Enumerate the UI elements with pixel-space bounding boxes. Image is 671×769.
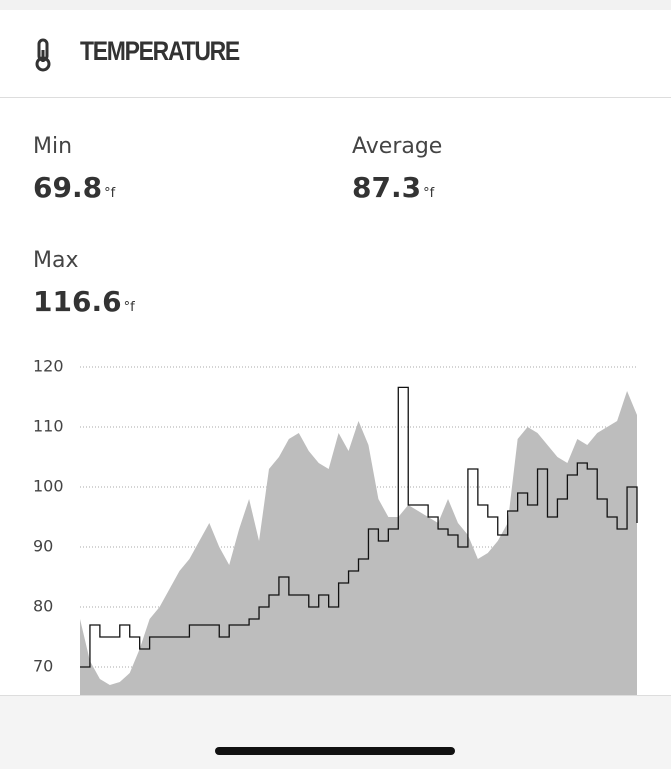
unit: °f — [123, 300, 135, 315]
y-tick-label: 90 — [33, 537, 53, 556]
area — [80, 391, 637, 697]
y-tick-label: 100 — [33, 477, 64, 496]
stat-label: Max — [33, 248, 79, 273]
thermometer-icon — [35, 38, 51, 72]
number: 87.3 — [352, 171, 422, 204]
status-strip — [0, 0, 671, 10]
stat-value: 69.8 °f — [33, 171, 115, 204]
stat-label: Average — [352, 134, 443, 159]
y-tick-label: 80 — [33, 597, 53, 616]
stat-label: Min — [33, 134, 73, 159]
unit: °f — [104, 186, 116, 201]
y-tick-label: 110 — [33, 417, 64, 436]
chart: 70 80 90 100 110 120 — [33, 357, 638, 697]
home-indicator — [215, 747, 455, 755]
stat: Max 116.6 °f — [33, 248, 135, 318]
stat: Min 69.8 °f — [33, 134, 115, 204]
number: 116.6 — [33, 285, 122, 318]
y-tick-label: 120 — [33, 357, 64, 376]
stat-value: 87.3 °f — [352, 171, 442, 204]
footer — [0, 695, 671, 769]
stat-value: 116.6 °f — [33, 285, 135, 318]
stat: Average 87.3 °f — [352, 134, 442, 204]
title: TEMPERATURE — [80, 36, 240, 66]
number: 69.8 — [33, 171, 103, 204]
unit: °f — [423, 186, 435, 201]
line — [80, 386, 638, 668]
y-tick-label: 70 — [33, 657, 53, 676]
header: TEMPERATURE — [0, 10, 671, 98]
